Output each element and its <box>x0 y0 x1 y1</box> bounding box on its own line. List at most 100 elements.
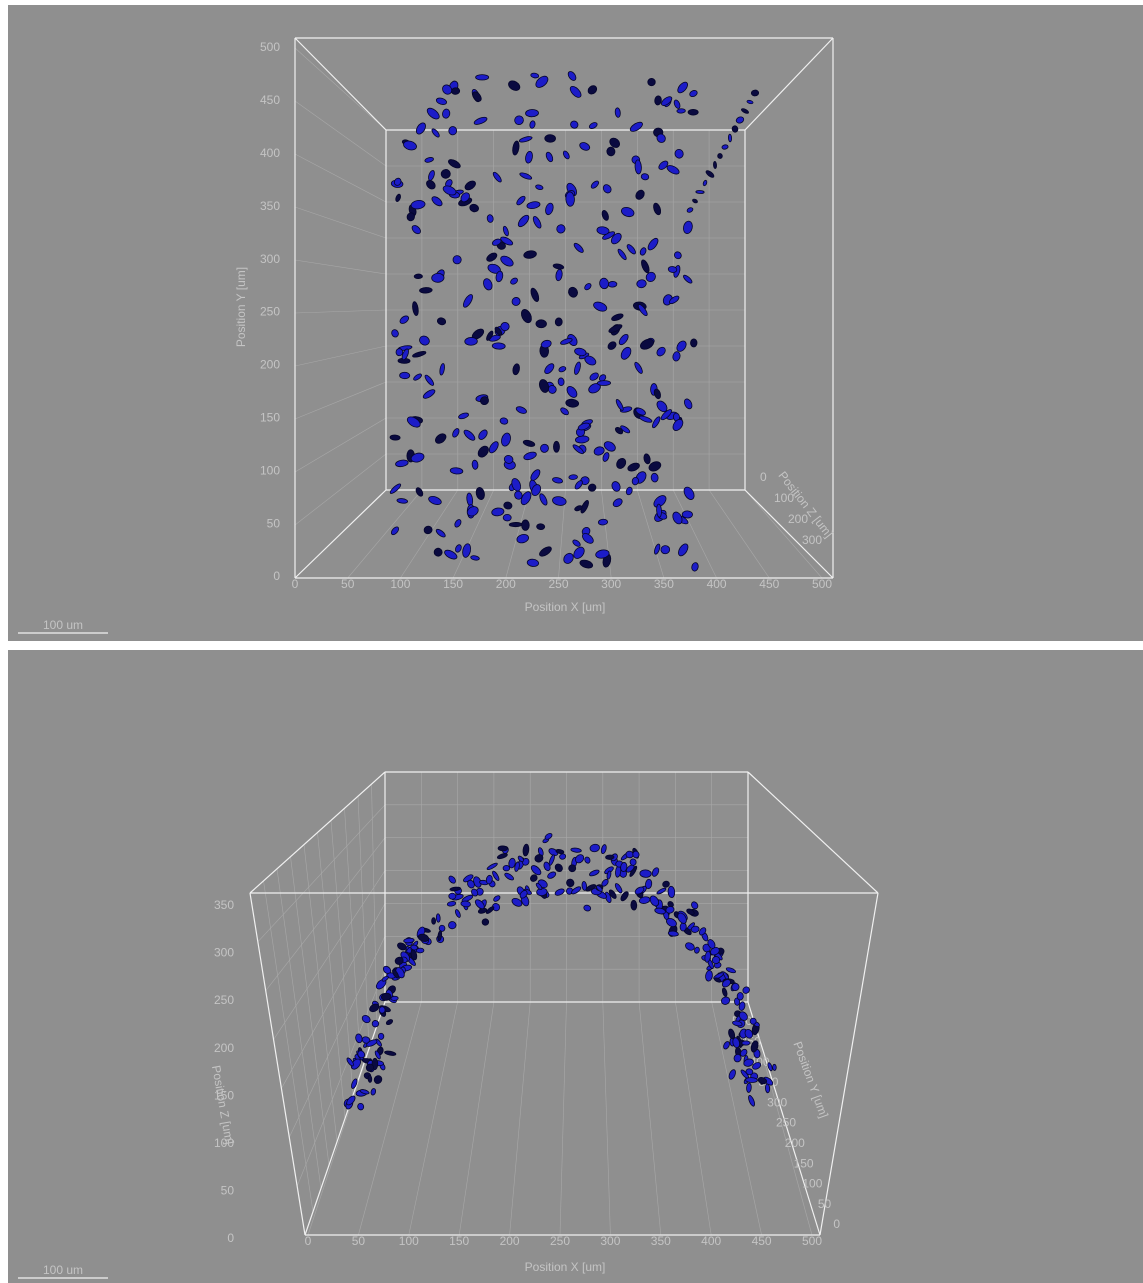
y-tick-label: 250 <box>260 305 280 319</box>
cell <box>631 900 637 910</box>
panel-bottom-bg <box>8 650 1143 1283</box>
z-tick-label: 300 <box>802 533 822 547</box>
cell <box>751 90 759 97</box>
cell <box>525 109 538 117</box>
x-tick-label: 200 <box>496 577 516 591</box>
cell <box>598 519 608 525</box>
x-tick-label: 200 <box>500 1234 520 1248</box>
cell <box>608 281 617 287</box>
cell <box>431 273 444 282</box>
cell <box>492 343 505 350</box>
x-axis-label: Position X [um] <box>525 1260 606 1274</box>
cell <box>503 865 510 871</box>
cell <box>451 87 460 94</box>
y-tick-label: 0 <box>273 569 280 583</box>
cell <box>536 320 547 328</box>
x-tick-label: 50 <box>341 577 355 591</box>
cell <box>419 287 432 293</box>
scale-bar-label: 100 um <box>43 618 83 632</box>
cell <box>449 893 456 899</box>
cell <box>677 109 686 114</box>
cell <box>597 381 610 386</box>
cell <box>465 337 478 345</box>
x-tick-label: 50 <box>352 1234 366 1248</box>
y-tick-label: 0 <box>833 1217 840 1231</box>
y-tick-label: 500 <box>260 40 280 54</box>
x-tick-label: 150 <box>449 1234 469 1248</box>
x-axis-label: Position X [um] <box>525 600 606 614</box>
cell <box>390 435 400 441</box>
cell <box>773 1064 777 1070</box>
y-tick-label: 150 <box>794 1156 814 1170</box>
x-tick-label: 150 <box>443 577 463 591</box>
z-tick-label: 0 <box>760 470 767 484</box>
cell <box>498 846 508 851</box>
y-tick-label: 350 <box>260 199 280 213</box>
z-tick-label: 300 <box>214 946 234 960</box>
z-tick-label: 200 <box>214 1041 234 1055</box>
cell <box>648 78 656 86</box>
cell <box>379 1007 385 1014</box>
cell <box>680 923 687 932</box>
cell <box>690 339 697 347</box>
y-tick-label: 300 <box>767 1095 787 1109</box>
cell <box>555 318 562 326</box>
cell <box>656 504 662 517</box>
cell <box>682 511 693 519</box>
cell <box>414 274 422 279</box>
y-tick-label: 400 <box>260 146 280 160</box>
cell <box>745 1077 757 1082</box>
x-tick-label: 400 <box>701 1234 721 1248</box>
y-tick-label: 200 <box>785 1136 805 1150</box>
y-tick-label: 250 <box>776 1116 796 1130</box>
figure: 0501001502002503003504004505000501001502… <box>0 0 1143 1283</box>
y-axis-label: Position Y [um] <box>234 267 248 347</box>
x-tick-label: 400 <box>707 577 727 591</box>
z-tick-label: 250 <box>214 993 234 1007</box>
x-tick-label: 350 <box>654 577 674 591</box>
cell <box>688 109 698 115</box>
cell <box>750 1018 756 1025</box>
cell <box>482 918 489 925</box>
cell <box>536 524 544 530</box>
cell <box>553 441 559 452</box>
x-tick-label: 0 <box>305 1234 312 1248</box>
cell <box>432 918 436 925</box>
x-tick-label: 300 <box>600 1234 620 1248</box>
cell <box>436 914 440 923</box>
x-tick-label: 450 <box>759 577 779 591</box>
cell <box>746 1083 751 1093</box>
cell <box>441 169 451 178</box>
y-tick-label: 50 <box>267 516 281 530</box>
cell <box>737 992 743 1000</box>
y-tick-label: 100 <box>802 1177 822 1191</box>
x-tick-label: 350 <box>651 1234 671 1248</box>
y-tick-label: 100 <box>260 463 280 477</box>
x-tick-label: 450 <box>752 1234 772 1248</box>
cell <box>558 378 565 386</box>
cell <box>391 996 398 1000</box>
scale-bar-label: 100 um <box>43 1263 83 1277</box>
cell <box>545 135 556 143</box>
cell <box>400 372 410 379</box>
x-tick-label: 0 <box>292 577 299 591</box>
z-tick-label: 0 <box>227 1231 234 1245</box>
cell <box>728 134 732 142</box>
cell <box>605 855 614 860</box>
y-tick-label: 200 <box>260 358 280 372</box>
cell <box>357 1103 364 1111</box>
x-tick-label: 500 <box>812 577 832 591</box>
x-tick-label: 100 <box>399 1234 419 1248</box>
z-tick-label: 350 <box>214 898 234 912</box>
cell <box>476 75 489 80</box>
cell <box>742 1041 750 1045</box>
x-tick-label: 500 <box>802 1234 822 1248</box>
cell <box>448 126 457 135</box>
cell <box>569 474 578 479</box>
x-tick-label: 250 <box>550 1234 570 1248</box>
cell <box>640 870 652 878</box>
y-tick-label: 150 <box>260 410 280 424</box>
cell <box>696 190 704 193</box>
cell <box>522 520 530 530</box>
y-tick-label: 50 <box>818 1197 832 1211</box>
